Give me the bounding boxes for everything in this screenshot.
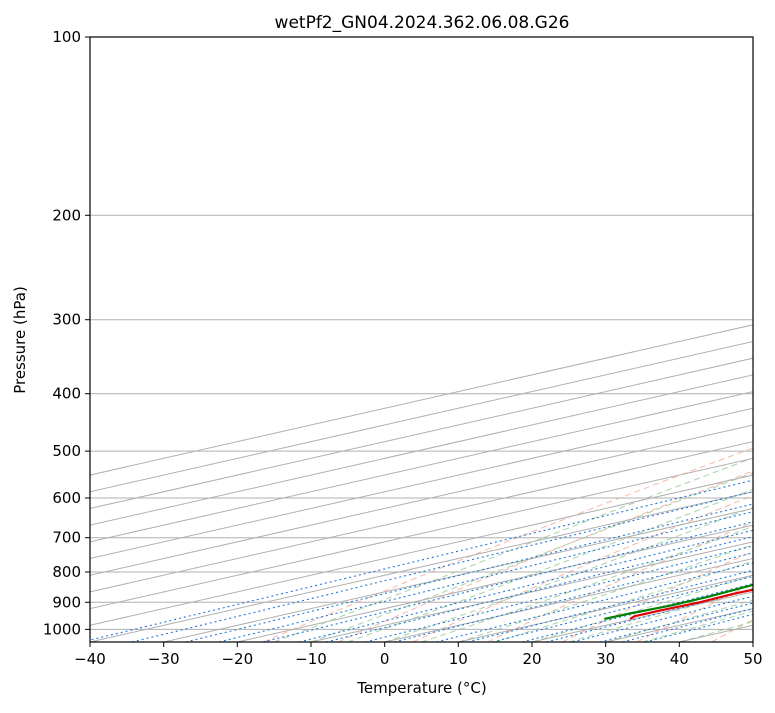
background-lines xyxy=(0,37,775,642)
isotherm-line xyxy=(0,37,775,642)
isotherm-line xyxy=(90,37,775,642)
isotherm-line xyxy=(0,37,775,642)
isotherm-line xyxy=(0,37,775,642)
mixing-ratio-line xyxy=(645,451,775,642)
isotherm-line xyxy=(679,37,775,642)
y-tick-label: 400 xyxy=(52,385,81,403)
dry-adiabat-line xyxy=(264,37,775,642)
x-tick-label: 10 xyxy=(449,650,468,668)
y-tick-label: 800 xyxy=(52,563,81,581)
x-tick-label: −10 xyxy=(295,650,327,668)
plot-frame xyxy=(90,37,753,642)
y-tick-label: 900 xyxy=(52,593,81,611)
isotherm-line xyxy=(237,37,775,642)
x-tick-label: −20 xyxy=(221,650,253,668)
y-tick-label: 700 xyxy=(52,529,81,547)
y-tick-label: 500 xyxy=(52,442,81,460)
isotherm-line xyxy=(0,37,775,642)
mixing-ratio-line xyxy=(299,451,775,642)
mixing-ratio-line xyxy=(132,451,775,642)
x-tick-label: 40 xyxy=(670,650,689,668)
y-tick-label: 300 xyxy=(52,311,81,329)
y-tick-label: 100 xyxy=(52,28,81,46)
isotherm-line xyxy=(532,37,775,642)
isotherm-line xyxy=(0,37,775,642)
isotherm-line xyxy=(0,37,775,642)
chart-title: wetPf2_GN04.2024.362.06.08.G26 xyxy=(275,13,570,33)
moist-adiabat-line xyxy=(532,150,775,642)
dry-adiabat-line xyxy=(637,37,775,642)
x-axis: −40 −30 −20 −10 0 10 20 30 40 50 xyxy=(74,642,762,668)
x-axis-label: Temperature (°C) xyxy=(356,679,486,697)
mixing-ratio-line xyxy=(186,451,775,642)
isotherm-line xyxy=(16,37,775,642)
y-tick-label: 1000 xyxy=(43,620,81,638)
x-tick-label: −40 xyxy=(74,650,106,668)
dry-adiabat-line xyxy=(712,37,775,642)
x-tick-label: 50 xyxy=(743,650,762,668)
moist-adiabat-line xyxy=(606,62,775,643)
moist-adiabat-line xyxy=(348,324,775,642)
y-axis: 100 200 300 400 500 600 700 800 900 1000 xyxy=(43,28,90,638)
x-tick-label: −30 xyxy=(148,650,180,668)
x-tick-label: 30 xyxy=(596,650,615,668)
moist-adiabat-line xyxy=(385,297,775,642)
isotherm-line xyxy=(385,37,775,642)
y-tick-label: 600 xyxy=(52,489,81,507)
y-axis-label: Pressure (hPa) xyxy=(11,286,29,394)
x-tick-label: 20 xyxy=(522,650,541,668)
y-tick-label: 200 xyxy=(52,206,81,224)
dry-adiabat-line xyxy=(413,37,775,642)
dry-adiabat-line xyxy=(488,37,775,642)
isotherm-line xyxy=(164,37,775,642)
isotherm-line xyxy=(0,37,775,642)
isotherm-line xyxy=(311,37,775,642)
isotherm-line xyxy=(0,37,775,642)
isotherm-line xyxy=(753,37,775,642)
isotherm-line xyxy=(0,37,775,642)
x-tick-label: 0 xyxy=(380,650,390,668)
